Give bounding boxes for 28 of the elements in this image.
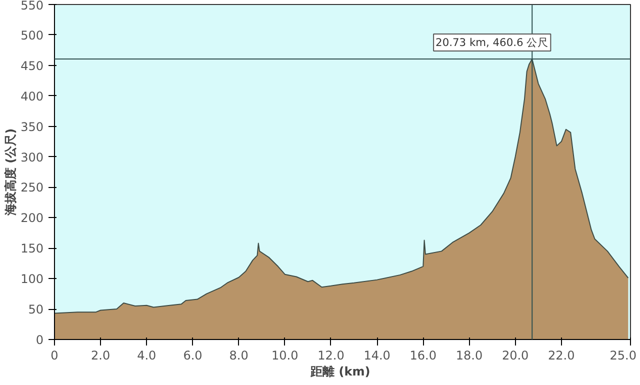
y-tick-label: 450 <box>20 58 44 73</box>
x-tick-label: 10.0 <box>272 348 298 362</box>
y-axis-title: 海拔高度 (公尺) <box>4 128 18 217</box>
x-tick-label: 2.0 <box>91 348 110 362</box>
y-tick-label: 550 <box>20 0 44 12</box>
annotation: 20.73 km, 460.6 公尺 <box>436 36 549 49</box>
x-tick-label: 6.0 <box>183 348 202 362</box>
y-tick-label: 300 <box>20 150 44 164</box>
y-tick-label: 0 <box>36 333 44 347</box>
x-tick-label: 22.0 <box>548 348 575 362</box>
x-tick-label: 4.0 <box>137 348 156 362</box>
y-tick-label: 150 <box>20 242 44 256</box>
x-tick-label: 14.0 <box>364 348 390 362</box>
x-tick-label: 8.0 <box>229 348 248 362</box>
y-tick-label: 400 <box>20 89 44 104</box>
y-tick-label: 100 <box>20 272 44 286</box>
y-tick-label: 250 <box>20 180 44 195</box>
x-tick-label: 12.0 <box>318 348 344 362</box>
y-tick-label: 350 <box>20 120 44 134</box>
x-tick-label: 0 <box>50 348 58 362</box>
x-tick-label: 16.0 <box>410 348 436 362</box>
x-axis-title: 距離 (km) <box>310 364 370 378</box>
y-tick-label: 200 <box>20 211 44 226</box>
x-tick-label: 20.0 <box>502 348 529 362</box>
x-tick-label: 25.0 <box>610 348 636 362</box>
y-tick-label: 500 <box>20 28 44 42</box>
y-tick-label: 50 <box>28 302 44 317</box>
x-tick-label: 18.0 <box>456 348 483 362</box>
